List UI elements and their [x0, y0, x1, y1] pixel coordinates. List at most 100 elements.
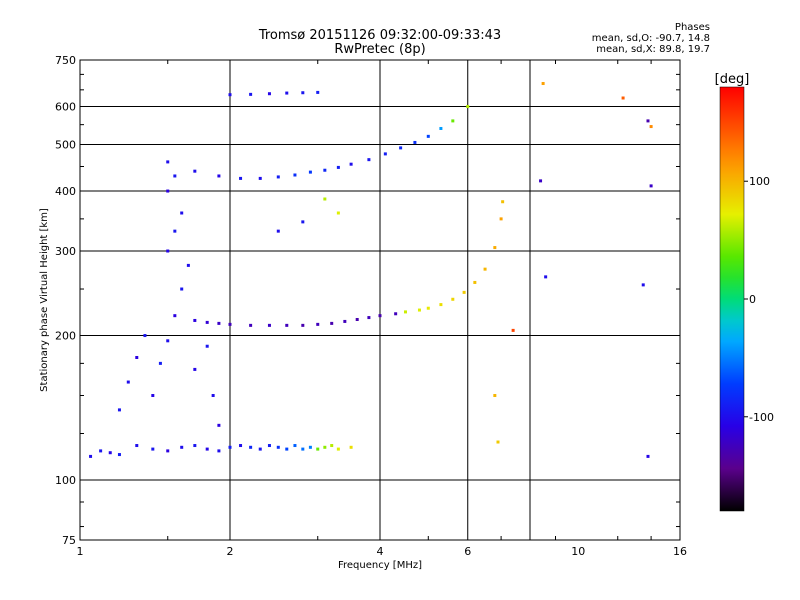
data-point: [330, 321, 334, 325]
data-point: [258, 176, 262, 180]
x-tick-label: 16: [673, 545, 687, 558]
data-point: [228, 445, 232, 449]
data-point: [336, 165, 340, 169]
data-point: [211, 394, 215, 398]
data-point: [205, 344, 209, 348]
data-point: [323, 168, 327, 172]
data-point: [367, 158, 371, 162]
data-point: [173, 174, 177, 178]
data-point: [173, 314, 177, 318]
data-point: [336, 211, 340, 215]
colorbar-tick-label: -100: [749, 411, 774, 424]
data-point: [143, 334, 147, 338]
y-tick-label: 100: [55, 474, 76, 487]
data-point: [301, 91, 305, 95]
data-point: [249, 323, 253, 327]
data-point: [239, 176, 243, 180]
data-point: [343, 319, 347, 323]
data-point: [166, 449, 170, 453]
data-point: [173, 229, 177, 233]
data-point: [166, 339, 170, 343]
data-point: [330, 444, 334, 448]
data-point: [649, 125, 653, 129]
data-point: [158, 361, 162, 365]
phase-stats-x: mean, sd,X: 89.8, 19.7: [596, 44, 710, 55]
data-point: [451, 119, 455, 123]
data-point: [258, 447, 262, 451]
data-point: [308, 170, 312, 174]
data-point: [89, 454, 93, 458]
data-point: [501, 200, 505, 204]
data-point: [285, 91, 289, 95]
x-tick-label: 10: [571, 545, 585, 558]
data-point: [426, 134, 430, 138]
y-tick-label: 300: [55, 245, 76, 258]
data-point: [473, 280, 477, 284]
data-point: [301, 323, 305, 327]
data-point: [217, 449, 221, 453]
data-point: [228, 322, 232, 326]
data-point: [541, 82, 545, 86]
phases-heading: Phases: [674, 22, 710, 33]
data-point: [126, 380, 130, 384]
data-point: [308, 445, 312, 449]
data-point: [301, 447, 305, 451]
data-point: [641, 283, 645, 287]
data-point: [403, 310, 407, 314]
data-point: [180, 445, 184, 449]
data-point: [151, 394, 155, 398]
x-tick-label: 2: [227, 545, 234, 558]
data-point: [276, 175, 280, 179]
data-point: [451, 297, 455, 301]
data-point: [646, 119, 650, 123]
data-point: [466, 105, 470, 109]
data-point: [193, 318, 197, 322]
data-point: [276, 445, 280, 449]
data-point: [544, 275, 548, 279]
data-point: [249, 445, 253, 449]
data-point: [417, 308, 421, 312]
data-point: [355, 317, 359, 321]
data-point: [336, 447, 340, 451]
x-tick-label: 4: [377, 545, 384, 558]
data-point: [439, 126, 443, 130]
data-point: [285, 323, 289, 327]
data-point: [439, 303, 443, 307]
data-point: [276, 229, 280, 233]
x-axis-label: Frequency [MHz]: [338, 560, 422, 571]
data-point: [186, 263, 190, 267]
data-point: [316, 322, 320, 326]
chart-title: Tromsø 20151126 09:32:00-09:33:43: [258, 28, 502, 43]
data-point: [316, 447, 320, 451]
data-point: [135, 444, 139, 448]
data-point: [399, 146, 403, 150]
data-point: [493, 246, 497, 250]
colorbar-tick-label: 0: [749, 293, 756, 306]
data-point: [249, 92, 253, 96]
y-tick-label: 400: [55, 185, 76, 198]
data-point: [293, 444, 297, 448]
data-point: [349, 445, 353, 449]
data-point: [378, 314, 382, 318]
data-point: [108, 451, 112, 455]
data-point: [539, 179, 543, 183]
colorbar: [719, 86, 745, 512]
data-point: [413, 140, 417, 144]
data-point: [239, 444, 243, 448]
data-point: [383, 152, 387, 156]
data-point: [323, 445, 327, 449]
data-point: [166, 160, 170, 164]
data-point: [151, 447, 155, 451]
data-point: [394, 312, 398, 316]
data-point: [99, 449, 103, 453]
x-tick-label: 1: [77, 545, 84, 558]
data-point: [496, 440, 500, 444]
data-point: [193, 444, 197, 448]
data-point: [166, 189, 170, 193]
data-point: [267, 323, 271, 327]
data-point: [499, 217, 503, 221]
data-point: [205, 320, 209, 324]
data-points: [89, 82, 653, 458]
data-point: [426, 306, 430, 310]
